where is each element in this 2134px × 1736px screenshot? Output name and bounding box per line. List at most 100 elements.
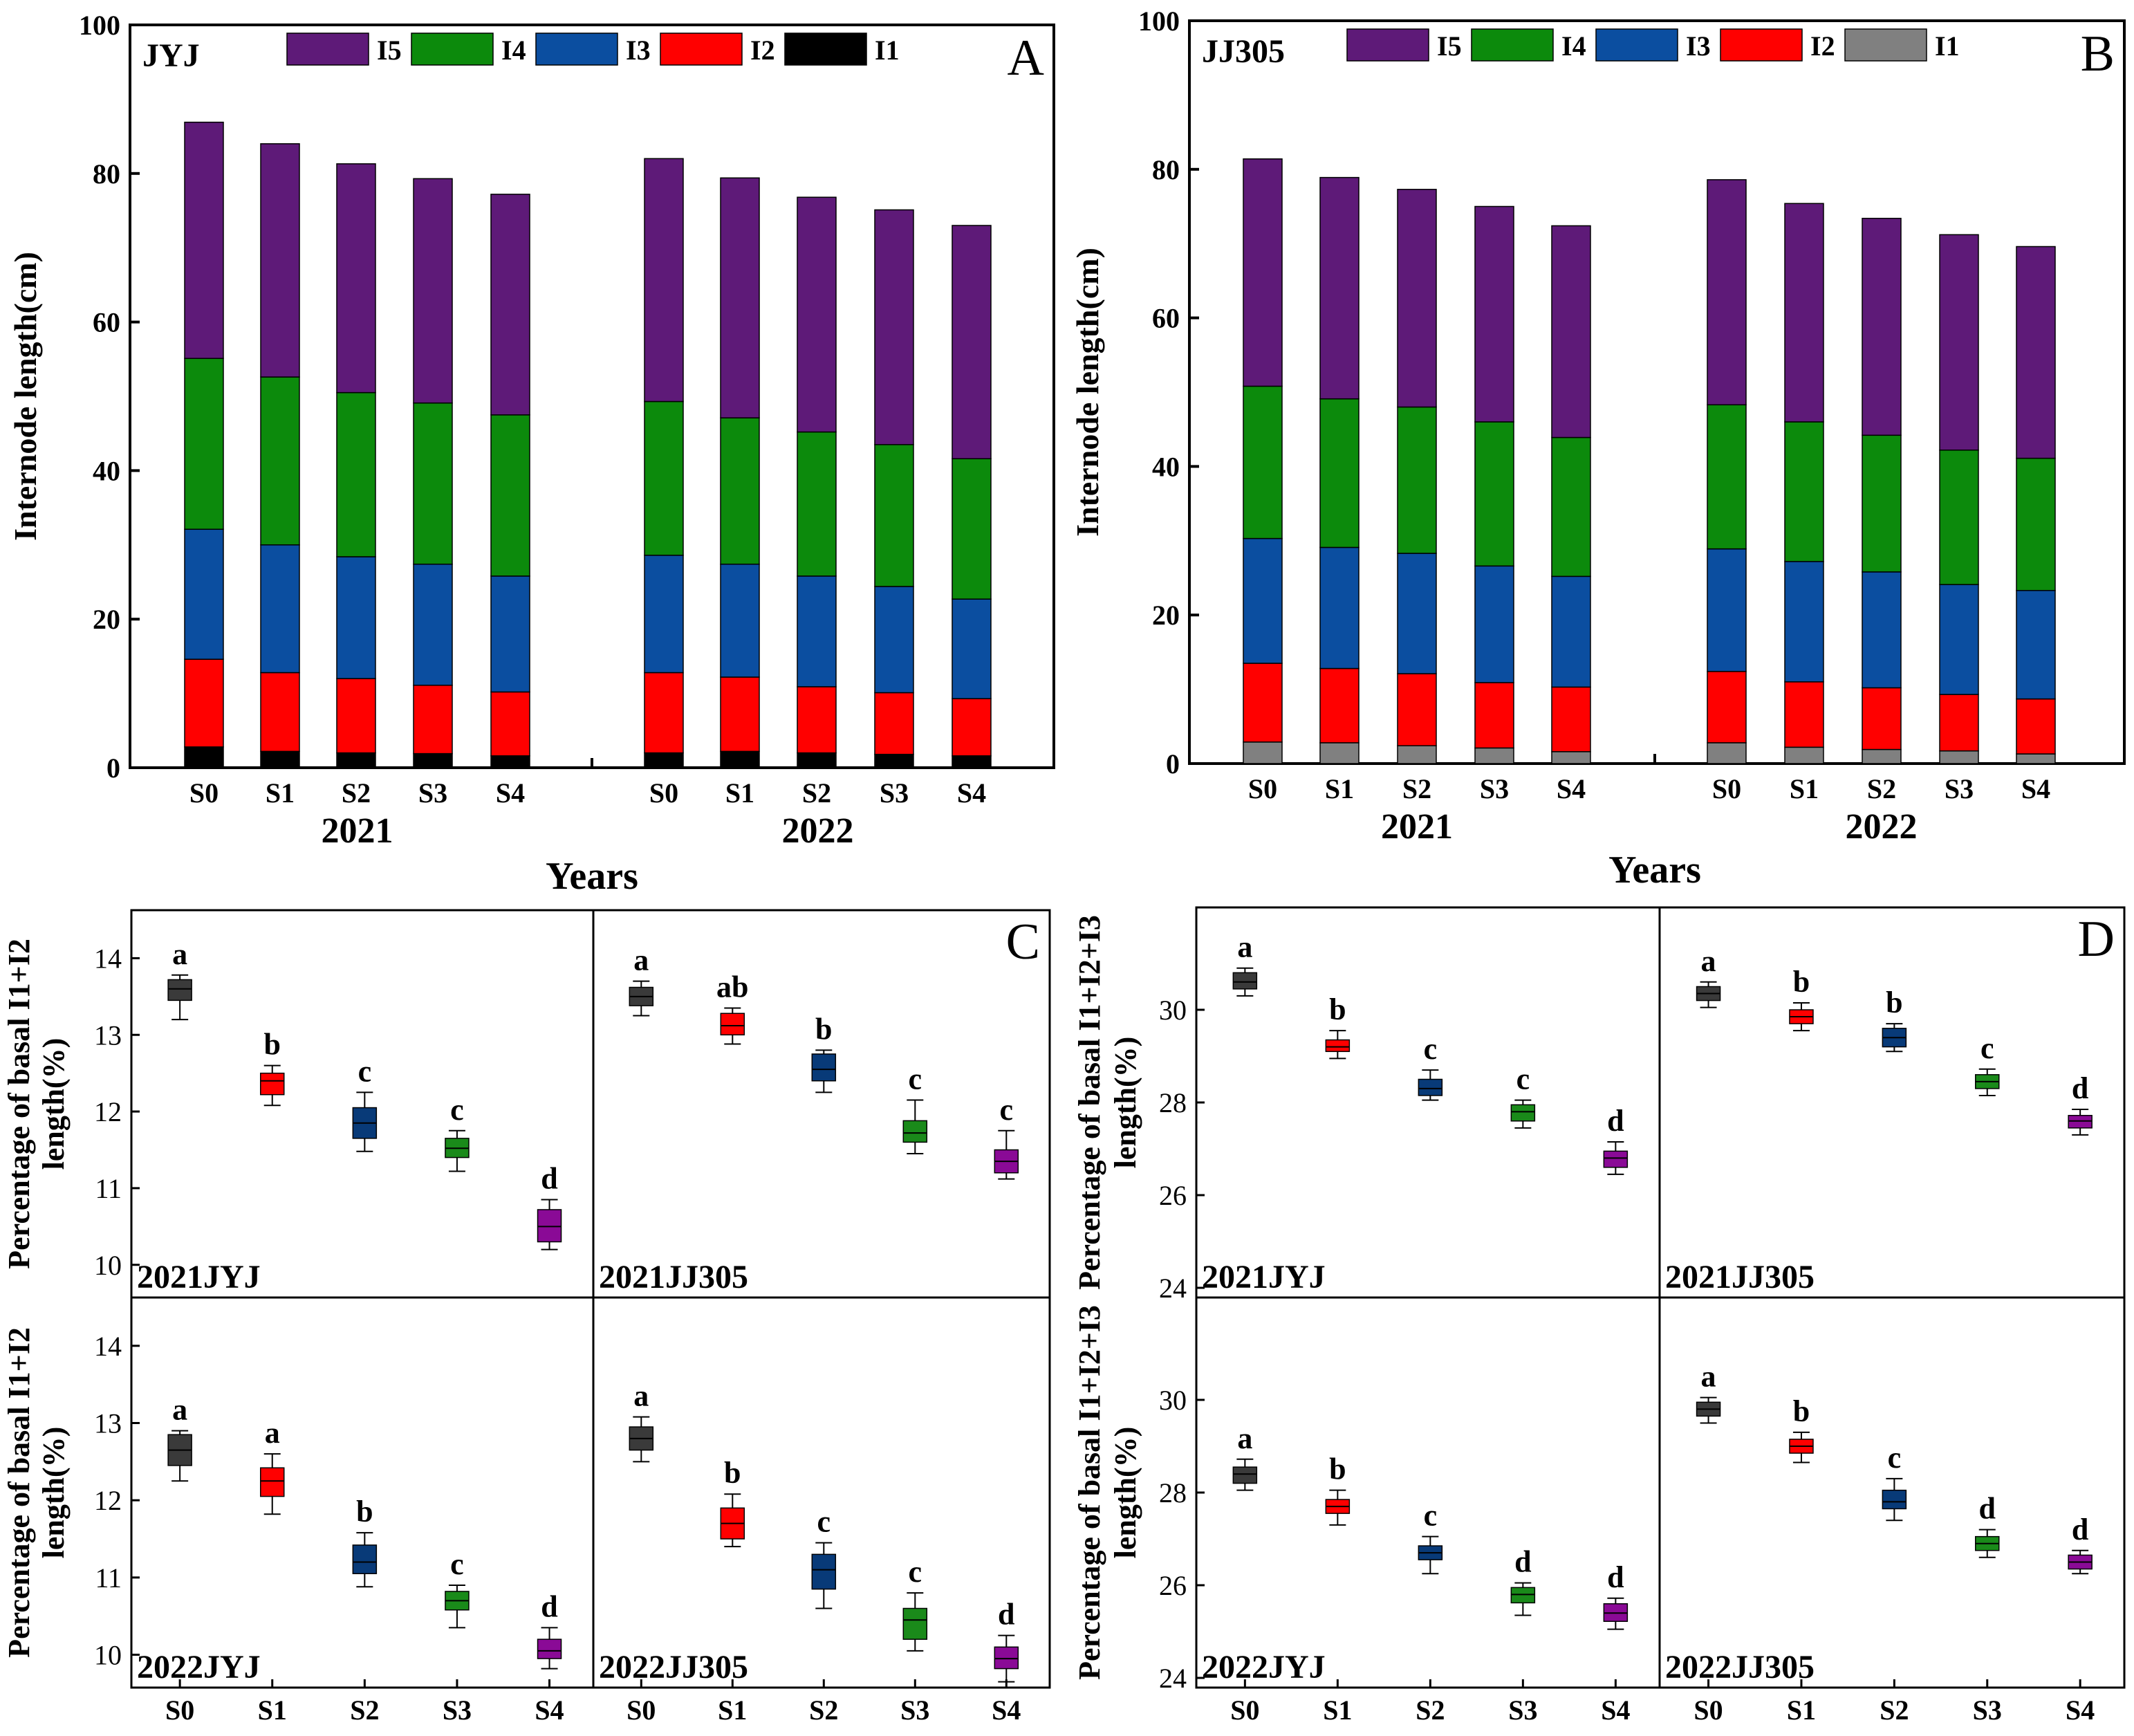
legend-swatch-I3 <box>535 33 618 66</box>
bar-2021-S2-I3 <box>1397 553 1437 674</box>
y-tick-label: 12 <box>94 1096 122 1127</box>
y-tick-label: 10 <box>94 1250 122 1281</box>
box-2022JJ305-S2 <box>811 1553 837 1590</box>
significance-letter: d <box>1607 1560 1624 1594</box>
bar-2021-S1-I1 <box>1319 742 1360 764</box>
bar-2022-S4-I3 <box>2016 590 2056 700</box>
significance-letter: b <box>724 1456 741 1490</box>
bar-2021-S3-I1 <box>1474 747 1514 764</box>
bar-2021-S1-I2 <box>1319 667 1360 744</box>
significance-letter: b <box>263 1028 280 1062</box>
y-tick-label: 24 <box>1159 1663 1187 1694</box>
bar-2022-S1-I2 <box>720 676 760 752</box>
bar-2021-S1-I5 <box>260 143 300 378</box>
bar-2022-S2-I3 <box>1862 571 1902 689</box>
bar-2021-S0-I3 <box>1243 537 1283 664</box>
x-tick-label: S4 <box>1601 1695 1630 1726</box>
subplot-label: 2022JJ305 <box>1665 1649 1815 1686</box>
legend-swatch-I5 <box>1346 28 1429 62</box>
legend-label-I4: I4 <box>501 35 526 66</box>
bar-2021-S3-I2 <box>1474 682 1514 749</box>
x-axis-title: Years <box>1608 849 1701 892</box>
y-tick-label: 20 <box>1152 600 1180 631</box>
significance-letter: d <box>1979 1492 1996 1526</box>
bar-2022-S2-I2 <box>797 686 837 754</box>
y-tick-label: 14 <box>94 943 122 974</box>
panel-letter: C <box>1006 914 1040 970</box>
x-tick-label: S1 <box>725 777 754 809</box>
box-2022JYJ-S3 <box>1510 1587 1536 1604</box>
y-tick-label: 26 <box>1159 1570 1187 1601</box>
x-tick-label: S2 <box>1880 1695 1909 1726</box>
subplot-label: 2021JJ305 <box>599 1259 748 1295</box>
significance-letter: a <box>172 937 187 971</box>
bar-2022-S0-I2 <box>1707 671 1747 744</box>
y-tick-label: 40 <box>1152 451 1180 482</box>
subplot-label: 2021JJ305 <box>1665 1259 1815 1295</box>
bar-2021-S4-I4 <box>1551 436 1591 578</box>
bar-2022-S1-I1 <box>1784 746 1824 764</box>
box-2022JYJ-S0 <box>1232 1466 1258 1484</box>
x-tick-label: S4 <box>2066 1695 2095 1726</box>
bar-2022-S0-I4 <box>644 400 684 556</box>
bar-2021-S0-I4 <box>1243 385 1283 539</box>
y-tick-label: 30 <box>1159 1385 1187 1416</box>
y-tick-label: 20 <box>93 604 120 635</box>
bar-2021-S0-I4 <box>184 358 224 530</box>
x-tick-label: S4 <box>2021 773 2050 804</box>
bar-2022-S2-I1 <box>1862 748 1902 764</box>
box-2022JYJ-S4 <box>537 1638 562 1659</box>
x-tick-label: S3 <box>880 777 909 809</box>
legend-swatch-I4 <box>411 33 494 66</box>
bar-2021-S3-I1 <box>413 752 453 768</box>
plot-frame <box>130 909 1051 1689</box>
significance-letter: c <box>1000 1093 1014 1127</box>
x-tick-label: S4 <box>535 1695 564 1726</box>
significance-letter: c <box>358 1054 372 1088</box>
significance-letter: b <box>1329 1452 1346 1486</box>
bar-2021-S4-I3 <box>490 575 530 693</box>
x-tick-label: S2 <box>1402 773 1431 804</box>
box-2021JYJ-S1 <box>259 1072 285 1096</box>
bar-2021-S3-I4 <box>1474 421 1514 567</box>
legend-label-I1: I1 <box>875 35 900 66</box>
significance-letter: c <box>450 1093 464 1127</box>
legend-swatch-I2 <box>1720 28 1803 62</box>
significance-letter: c <box>909 1555 922 1589</box>
legend-label-I2: I2 <box>1810 30 1835 62</box>
significance-letter: a <box>172 1393 187 1427</box>
box-2021JJ305-S3 <box>902 1120 928 1143</box>
box-2022JYJ-S2 <box>352 1544 378 1575</box>
legend-swatch-I3 <box>1595 28 1678 62</box>
y-tick-label: 11 <box>95 1173 122 1204</box>
significance-letter: b <box>1793 1394 1810 1428</box>
bar-2022-S1-I2 <box>1784 681 1824 748</box>
y-tick-label: 100 <box>1138 6 1180 37</box>
bar-2022-S1-I1 <box>720 750 760 768</box>
box-2022JJ305-S3 <box>902 1607 928 1640</box>
bar-2022-S3-I1 <box>1939 750 1979 764</box>
subplot-label: 2021JYJ <box>137 1259 261 1295</box>
bar-2022-S3-I4 <box>874 444 914 587</box>
bar-2021-S2-I2 <box>1397 673 1437 746</box>
box-2021JYJ-S4 <box>537 1209 562 1243</box>
bar-2022-S1-I4 <box>1784 421 1824 562</box>
x-tick-label: S4 <box>992 1695 1021 1726</box>
legend-swatch-I1 <box>784 33 867 66</box>
legend-swatch-I1 <box>1844 28 1927 62</box>
box-2021JJ305-S2 <box>811 1053 837 1082</box>
bar-2022-S1-I5 <box>720 177 760 418</box>
panel-b: 0 20 40 60 80 100 S0 S1 S2 S3 S4 2021 S0 S1 S2 S3 S4 2022… <box>1070 6 2126 892</box>
significance-letter: d <box>998 1598 1014 1632</box>
significance-letter: a <box>265 1416 280 1450</box>
bar-2022-S4-I1 <box>2016 753 2056 764</box>
x-tick-label: S0 <box>1712 773 1741 804</box>
bar-2021-S3-I3 <box>1474 565 1514 683</box>
bar-2022-S2-I5 <box>1862 217 1902 436</box>
bar-2022-S1-I3 <box>720 563 760 678</box>
bar-2021-S3-I5 <box>1474 205 1514 423</box>
bar-2022-S0-I3 <box>1707 548 1747 672</box>
bar-2022-S4-I5 <box>2016 246 2056 459</box>
x-tick-label: S0 <box>189 777 219 809</box>
